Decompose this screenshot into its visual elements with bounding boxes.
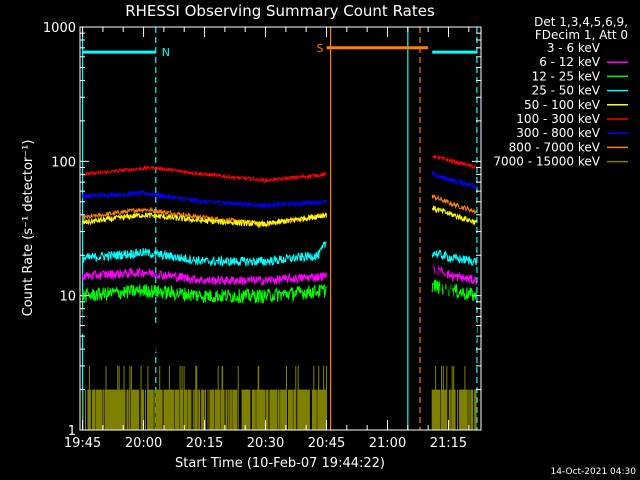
series-line <box>431 171 478 190</box>
series-line <box>82 189 327 209</box>
x-tick-label: 21:15 <box>430 436 467 451</box>
legend-item-label: 300 - 800 keV <box>516 126 600 140</box>
series-line <box>431 260 478 342</box>
x-tick-label: 21:00 <box>369 436 406 451</box>
series-layer <box>82 154 478 430</box>
legend-item-label: 6 - 12 keV <box>539 55 601 69</box>
series-line <box>431 365 477 430</box>
series-line <box>431 205 478 226</box>
legend-item-label: 3 - 6 keV <box>547 41 601 55</box>
y-axis-label: Count Rate (s⁻¹ detector⁻¹) <box>21 140 36 317</box>
legend-item-label: 50 - 100 keV <box>524 98 601 112</box>
x-tick-label: 19:45 <box>64 436 101 451</box>
x-axis-label: Start Time (10-Feb-07 19:44:22) <box>175 456 385 471</box>
legend-item-label: 800 - 7000 keV <box>509 140 601 154</box>
flag-label: S <box>317 42 324 55</box>
series-line <box>82 309 327 358</box>
series-line <box>431 194 477 214</box>
y-tick-label: 100 <box>51 155 76 170</box>
timestamp: 14-Oct-2021 04:30 <box>551 467 637 477</box>
legend: Det 1,3,4,5,6,9, FDecim 1, Att 0 3 - 6 k… <box>493 15 628 169</box>
series-line <box>82 283 327 304</box>
y-tick-label: 1000 <box>43 21 76 36</box>
x-axis-ticks: 19:45 20:00 20:15 20:30 20:45 21:00 21:15 <box>64 27 470 451</box>
vertical-markers <box>81 27 478 430</box>
legend-header-line-2: FDecim 1, Att 0 <box>535 28 628 42</box>
series-line <box>82 165 327 184</box>
series-line <box>82 365 327 430</box>
x-tick-label: 20:45 <box>308 436 345 451</box>
series-line <box>431 264 478 286</box>
series-line <box>82 267 327 286</box>
x-tick-label: 20:30 <box>247 436 284 451</box>
flag-label: N <box>162 46 170 59</box>
series-line <box>431 279 478 302</box>
y-tick-label: 10 <box>59 290 76 305</box>
y-axis-ticks: 1 10 100 1000 <box>43 21 481 439</box>
legend-item-label: 100 - 300 keV <box>516 112 600 126</box>
y-tick-label: 1 <box>68 424 76 439</box>
x-tick-label: 20:00 <box>125 436 162 451</box>
series-line <box>82 212 327 229</box>
axes-box <box>79 26 482 431</box>
legend-item-label: 7000 - 15000 keV <box>493 155 600 169</box>
series-line <box>82 241 327 268</box>
series-line <box>431 249 478 266</box>
chart-title: RHESSI Observing Summary Count Rates <box>125 2 435 20</box>
x-tick-label: 20:15 <box>186 436 223 451</box>
legend-header-line-1: Det 1,3,4,5,6,9, <box>534 15 628 29</box>
legend-item-label: 25 - 50 keV <box>532 84 601 98</box>
series-line <box>431 154 477 170</box>
legend-item-label: 12 - 25 keV <box>532 69 601 83</box>
